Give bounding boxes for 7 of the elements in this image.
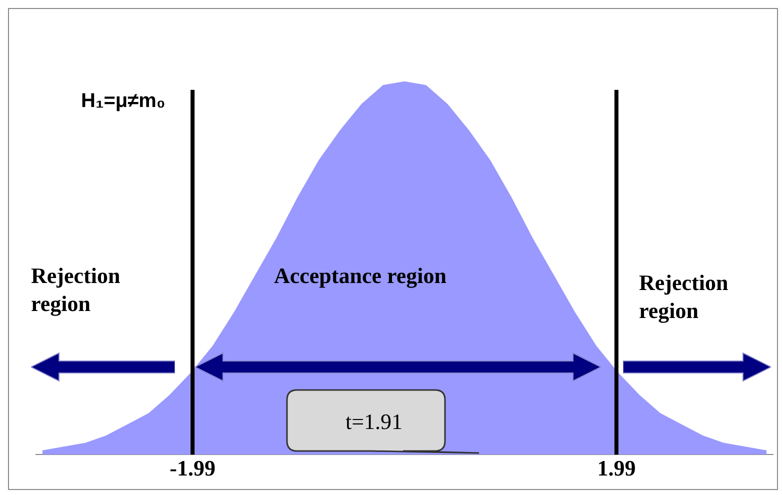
- x-tick-label: -1.99: [170, 455, 216, 480]
- annotation: H₁=μ≠m₀: [81, 89, 166, 114]
- annotation: Rejection region: [639, 269, 730, 324]
- annotation: Acceptance region: [274, 262, 448, 290]
- x-tick-label: 1.99: [597, 455, 636, 480]
- annotation: Rejection region: [31, 262, 122, 317]
- annotation: t=1.91: [344, 408, 404, 436]
